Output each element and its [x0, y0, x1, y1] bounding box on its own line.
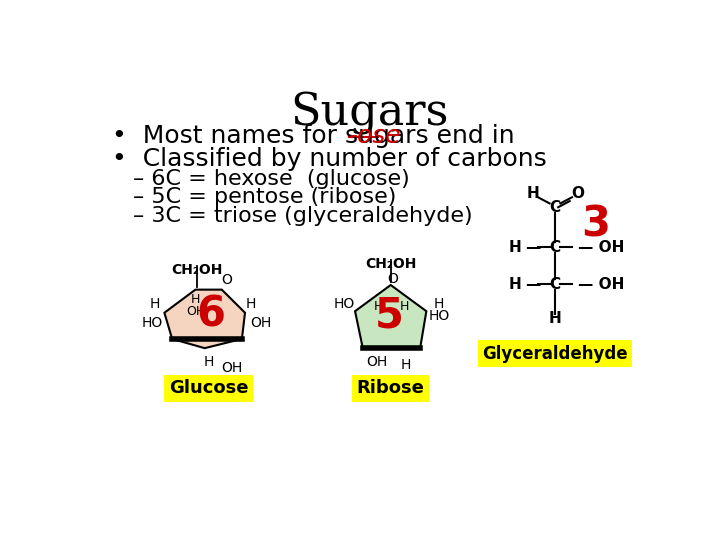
Text: HO: HO: [141, 316, 163, 330]
Text: H: H: [401, 358, 411, 372]
Text: OH: OH: [221, 361, 243, 375]
Text: Glyceraldehyde: Glyceraldehyde: [482, 345, 628, 362]
Text: C: C: [549, 240, 561, 255]
Text: 6: 6: [197, 293, 225, 335]
Text: -ose: -ose: [348, 124, 401, 148]
Text: C: C: [549, 276, 561, 292]
Text: H: H: [508, 240, 521, 255]
Text: H: H: [549, 312, 562, 326]
Text: CH₂OH: CH₂OH: [171, 264, 222, 278]
Text: H: H: [527, 186, 540, 201]
Text: H: H: [433, 296, 444, 310]
Text: CH₂OH: CH₂OH: [365, 257, 416, 271]
Text: HO: HO: [333, 296, 355, 310]
Text: 5: 5: [374, 295, 404, 337]
Text: – 5C = pentose (ribose): – 5C = pentose (ribose): [132, 187, 396, 207]
Text: – 6C = hexose  (glucose): – 6C = hexose (glucose): [132, 168, 410, 189]
Text: O: O: [572, 186, 585, 201]
Text: OH: OH: [186, 305, 205, 318]
Text: —: —: [526, 276, 541, 292]
Text: •  Most names for sugars end in: • Most names for sugars end in: [112, 124, 522, 148]
Polygon shape: [164, 289, 245, 348]
Text: — OH: — OH: [578, 276, 625, 292]
Text: 3: 3: [581, 203, 610, 245]
Text: Ribose: Ribose: [357, 379, 425, 397]
Text: H: H: [508, 276, 521, 292]
Text: O: O: [221, 273, 232, 287]
Text: H: H: [374, 300, 383, 313]
Text: – 3C = triose (glyceraldehyde): – 3C = triose (glyceraldehyde): [132, 206, 472, 226]
Text: OH: OH: [251, 316, 272, 330]
Text: O: O: [387, 272, 397, 286]
Text: •  Classified by number of carbons: • Classified by number of carbons: [112, 147, 546, 171]
Text: — OH: — OH: [578, 240, 625, 255]
Text: H: H: [191, 293, 200, 306]
Text: —: —: [526, 240, 541, 255]
Text: H: H: [203, 355, 214, 369]
Text: HO: HO: [428, 309, 449, 323]
Text: C: C: [549, 200, 561, 215]
Text: H: H: [246, 296, 256, 310]
Polygon shape: [355, 285, 426, 348]
Text: Glucose: Glucose: [168, 379, 248, 397]
Text: H: H: [400, 300, 410, 313]
Text: H: H: [149, 296, 160, 310]
Text: OH: OH: [366, 355, 387, 369]
Text: Sugars: Sugars: [290, 92, 448, 135]
